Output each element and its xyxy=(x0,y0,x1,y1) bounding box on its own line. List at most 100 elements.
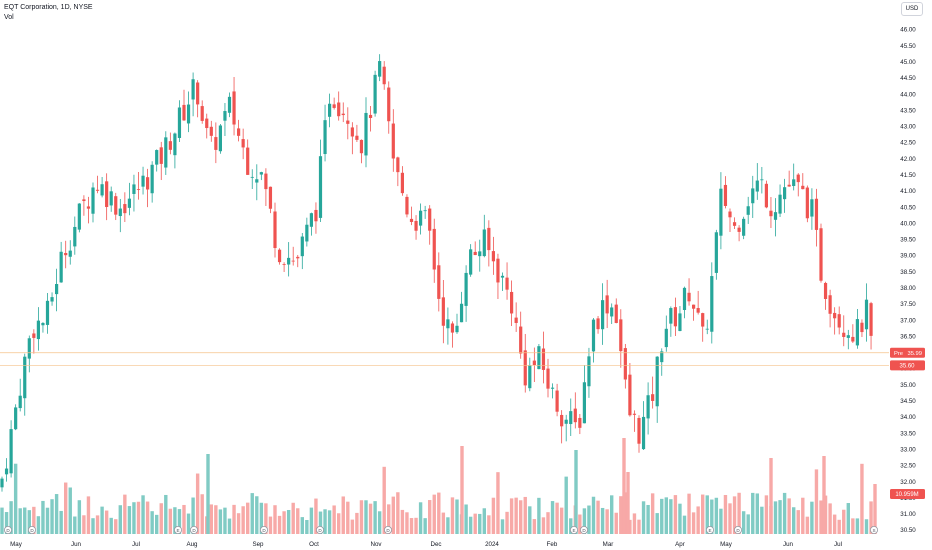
candle-body xyxy=(182,104,186,121)
last-volume-label: 10.959M xyxy=(890,489,925,499)
candle-body xyxy=(651,394,655,401)
volume-bar xyxy=(622,438,626,534)
dividend-icon[interactable]: D xyxy=(189,526,198,535)
last-price-label: 35.60 xyxy=(890,360,925,371)
candle-body xyxy=(473,251,477,256)
candle-body xyxy=(264,173,268,190)
volume-bar xyxy=(719,508,723,534)
candle-body xyxy=(355,135,359,140)
candle-body xyxy=(837,314,841,328)
candle-body xyxy=(773,212,778,220)
candle-body xyxy=(291,260,295,262)
dividend-icon[interactable]: D xyxy=(4,526,12,535)
volume-bar xyxy=(837,519,841,534)
candle-body xyxy=(273,211,277,249)
volume-bar xyxy=(587,505,591,534)
chart-title: EQT Corporation, 1D, NYSE xyxy=(4,4,93,11)
volume-bar xyxy=(801,497,805,534)
earnings-icon[interactable]: E xyxy=(706,526,715,535)
volume-bar xyxy=(423,518,427,534)
price-lines xyxy=(0,352,889,366)
volume-bar xyxy=(273,505,277,534)
candle-body xyxy=(36,320,40,340)
volume-bar xyxy=(77,500,82,534)
candle-body xyxy=(541,348,546,370)
volume-bar xyxy=(810,501,814,534)
candle-body xyxy=(605,295,609,314)
candle-body xyxy=(423,210,427,212)
candle-body xyxy=(537,346,541,370)
volume-bar xyxy=(468,516,473,534)
candle-body xyxy=(714,232,718,273)
candle-body xyxy=(464,272,468,306)
last-volume-value: 10.959M xyxy=(895,492,918,498)
x-tick-label: Apr xyxy=(675,541,685,548)
earnings-icon[interactable]: E xyxy=(570,526,579,535)
volume-bar xyxy=(314,498,318,534)
volume-bar xyxy=(355,512,359,534)
split-icon[interactable]: S xyxy=(870,526,879,535)
x-tick-label: Oct xyxy=(309,541,319,548)
candle-body xyxy=(514,317,518,323)
volume-bar xyxy=(559,507,564,534)
time-axis[interactable]: May Jun Jul Aug Sep Oct Nov Dec 2024 Feb Mar Apr May… xyxy=(10,541,842,548)
dividend-icon[interactable]: D xyxy=(315,526,324,535)
y-tick-label: 32.00 xyxy=(900,479,916,486)
volume-bar xyxy=(236,513,241,534)
dividend-icon[interactable]: D xyxy=(27,526,36,535)
earnings-icon[interactable]: E xyxy=(173,526,182,535)
volume-bar xyxy=(491,497,496,534)
volume-bar xyxy=(27,510,31,534)
volume-bar xyxy=(337,513,341,534)
dividend-icon[interactable]: D xyxy=(580,526,589,535)
volume-bar xyxy=(123,494,127,534)
volume-bar xyxy=(741,511,746,534)
dividend-icon[interactable]: D xyxy=(259,526,268,535)
volume-bar xyxy=(805,516,810,534)
candle-body xyxy=(218,125,222,152)
volume-bar xyxy=(460,446,464,534)
svg-text:D: D xyxy=(6,528,10,533)
candle-body xyxy=(719,188,723,236)
x-tick-label: Sep xyxy=(252,541,264,548)
currency-button[interactable]: USD xyxy=(901,2,923,16)
candle-body xyxy=(114,196,118,215)
y-tick-label: 36.50 xyxy=(900,333,916,340)
volume-bar xyxy=(86,496,91,534)
volume-bar xyxy=(687,493,691,534)
volume-bar xyxy=(541,517,546,534)
volume-bar xyxy=(168,508,173,534)
candle-body xyxy=(628,374,632,416)
candle-body xyxy=(555,390,559,412)
y-tick-label: 38.00 xyxy=(900,285,916,292)
candle-body xyxy=(632,413,637,415)
volume-bar xyxy=(91,518,95,534)
y-tick-label: 42.00 xyxy=(900,156,916,163)
candle-body xyxy=(309,213,313,227)
volume-bar xyxy=(523,496,527,534)
svg-text:D: D xyxy=(386,528,390,533)
candle-body xyxy=(596,318,600,330)
candle-body xyxy=(582,382,586,424)
volume-bar xyxy=(851,518,855,534)
candle-body xyxy=(268,186,273,209)
volume-bar xyxy=(628,519,632,534)
volume-bar xyxy=(487,515,491,534)
candle-body xyxy=(701,313,705,327)
volume-bar xyxy=(223,507,227,534)
price-axis[interactable]: 46.00 45.50 45.00 44.50 44.00 43.50 43.00 42.50… xyxy=(890,27,925,535)
volume-bar xyxy=(764,495,769,534)
volume-bar xyxy=(159,503,163,534)
volume-bar xyxy=(277,515,282,534)
candle-body xyxy=(469,249,473,275)
dividend-icon[interactable]: D xyxy=(734,526,743,535)
volume-bar xyxy=(232,504,236,534)
dividend-icon[interactable]: D xyxy=(383,526,392,535)
y-tick-label: 35.00 xyxy=(900,382,916,389)
candle-body xyxy=(783,187,787,200)
candle-body xyxy=(95,189,100,191)
volume-bar xyxy=(732,496,737,534)
candle-body xyxy=(296,256,300,259)
